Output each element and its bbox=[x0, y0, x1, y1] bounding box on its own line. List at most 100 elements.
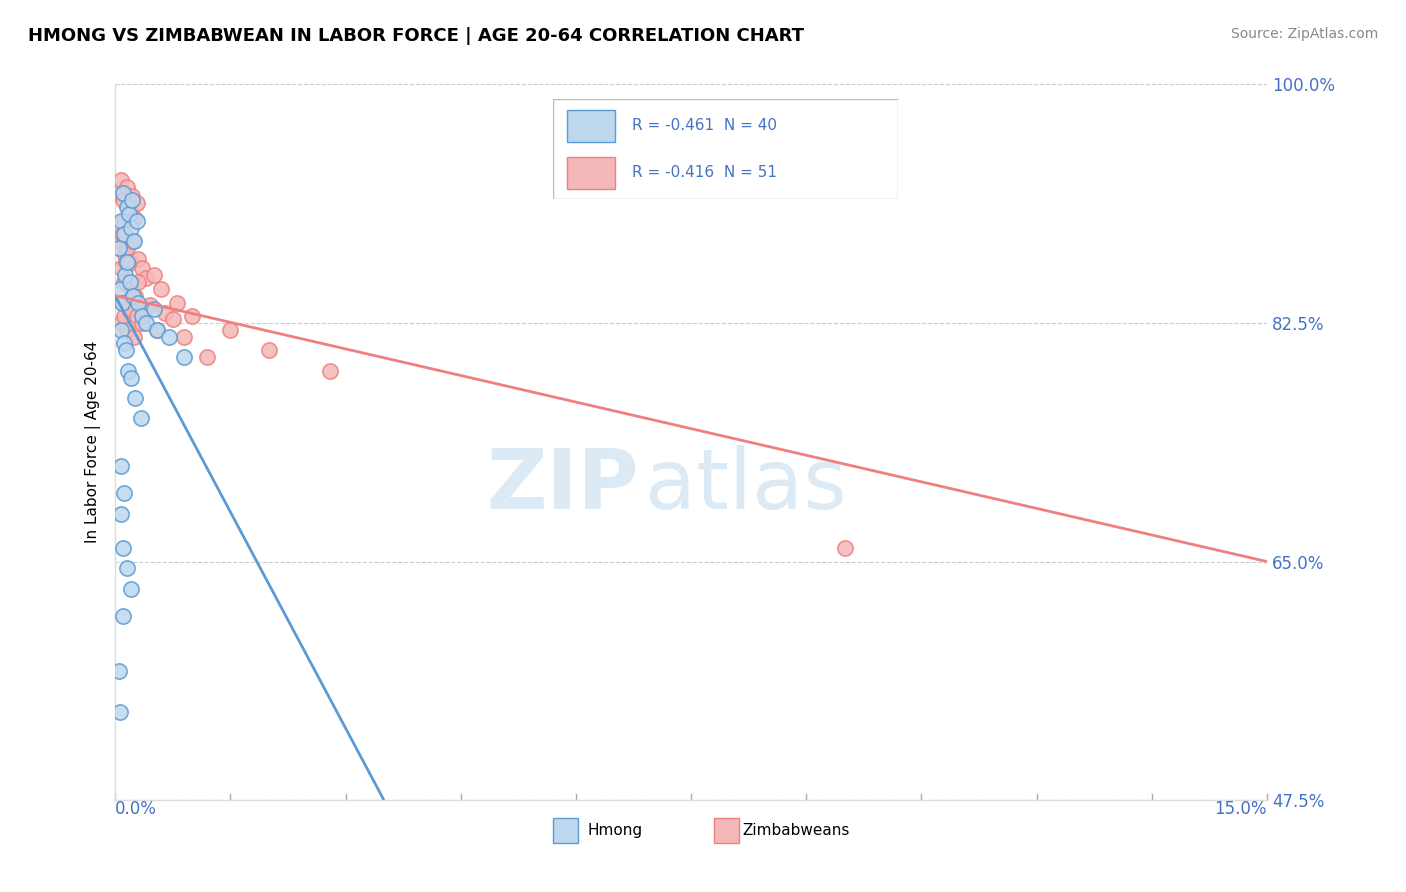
Point bbox=[112, 275, 135, 289]
Point bbox=[117, 241, 139, 255]
Point bbox=[110, 261, 132, 276]
Point bbox=[127, 275, 149, 289]
Point bbox=[127, 252, 149, 266]
Point bbox=[115, 179, 138, 194]
Point bbox=[120, 282, 142, 296]
Point bbox=[121, 289, 143, 303]
Point bbox=[112, 486, 135, 500]
Point bbox=[162, 312, 184, 326]
Point bbox=[111, 541, 134, 555]
Point bbox=[121, 289, 143, 303]
Text: Hmong: Hmong bbox=[588, 823, 643, 838]
Point bbox=[157, 329, 180, 343]
Point bbox=[129, 302, 152, 317]
Point bbox=[117, 364, 139, 378]
Point bbox=[120, 302, 142, 317]
Point bbox=[110, 173, 132, 187]
Point bbox=[125, 196, 148, 211]
Text: 15.0%: 15.0% bbox=[1215, 800, 1267, 818]
Point bbox=[124, 391, 146, 405]
Point bbox=[120, 220, 142, 235]
Point bbox=[166, 295, 188, 310]
Point bbox=[124, 289, 146, 303]
Point bbox=[135, 271, 157, 285]
Bar bbox=[714, 818, 740, 843]
Point bbox=[195, 350, 218, 364]
Point bbox=[112, 227, 135, 242]
Point bbox=[112, 213, 135, 227]
Point bbox=[125, 213, 148, 227]
Point bbox=[111, 194, 134, 208]
Point bbox=[108, 705, 131, 719]
Point bbox=[110, 459, 132, 474]
Point bbox=[108, 282, 131, 296]
Point bbox=[111, 227, 134, 242]
Point bbox=[121, 189, 143, 203]
Point bbox=[219, 323, 242, 337]
Point bbox=[173, 329, 195, 343]
Point bbox=[142, 302, 165, 317]
Point bbox=[111, 295, 134, 310]
Text: 0.0%: 0.0% bbox=[115, 800, 157, 818]
Point bbox=[118, 275, 141, 289]
Point bbox=[131, 261, 153, 276]
Point bbox=[108, 186, 131, 201]
Point bbox=[114, 268, 136, 283]
Text: HMONG VS ZIMBABWEAN IN LABOR FORCE | AGE 20-64 CORRELATION CHART: HMONG VS ZIMBABWEAN IN LABOR FORCE | AGE… bbox=[28, 27, 804, 45]
Point bbox=[131, 316, 153, 330]
Bar bbox=[553, 818, 578, 843]
Point bbox=[131, 309, 153, 323]
Point bbox=[117, 257, 139, 271]
Point bbox=[120, 207, 142, 221]
Text: Zimbabweans: Zimbabweans bbox=[742, 823, 851, 838]
Point bbox=[135, 316, 157, 330]
Point bbox=[125, 309, 148, 323]
Point bbox=[111, 295, 134, 310]
Y-axis label: In Labor Force | Age 20-64: In Labor Force | Age 20-64 bbox=[86, 341, 101, 543]
Point bbox=[146, 323, 169, 337]
Point bbox=[108, 234, 131, 248]
Point bbox=[115, 200, 138, 214]
Text: Source: ZipAtlas.com: Source: ZipAtlas.com bbox=[1230, 27, 1378, 41]
Point bbox=[112, 309, 135, 323]
Point bbox=[124, 211, 146, 225]
Point bbox=[111, 609, 134, 624]
Point bbox=[111, 186, 134, 201]
Point bbox=[108, 241, 131, 255]
Point bbox=[181, 309, 204, 323]
Point bbox=[112, 336, 135, 351]
Point bbox=[295, 861, 318, 875]
Point bbox=[124, 329, 146, 343]
Point bbox=[127, 295, 149, 310]
Point bbox=[110, 316, 132, 330]
Point bbox=[121, 194, 143, 208]
Point bbox=[110, 507, 132, 521]
Point bbox=[834, 541, 856, 555]
Point bbox=[124, 234, 146, 248]
Point bbox=[108, 664, 131, 678]
Point bbox=[173, 350, 195, 364]
Point bbox=[139, 298, 162, 312]
Point bbox=[257, 343, 280, 358]
Point bbox=[118, 302, 141, 317]
Point bbox=[120, 370, 142, 384]
Point bbox=[118, 200, 141, 214]
Point bbox=[115, 254, 138, 268]
Point bbox=[114, 248, 136, 262]
Point bbox=[146, 323, 169, 337]
Point bbox=[115, 561, 138, 575]
Text: ZIP: ZIP bbox=[486, 445, 640, 525]
Point bbox=[153, 306, 176, 320]
Point bbox=[118, 254, 141, 268]
Point bbox=[110, 213, 132, 227]
Text: atlas: atlas bbox=[645, 445, 846, 525]
Point bbox=[142, 268, 165, 283]
Point bbox=[115, 343, 138, 358]
Point bbox=[129, 411, 152, 425]
Point bbox=[115, 323, 138, 337]
Point bbox=[120, 582, 142, 596]
Point bbox=[121, 234, 143, 248]
Point bbox=[319, 364, 342, 378]
Point bbox=[117, 254, 139, 268]
Point bbox=[150, 282, 173, 296]
